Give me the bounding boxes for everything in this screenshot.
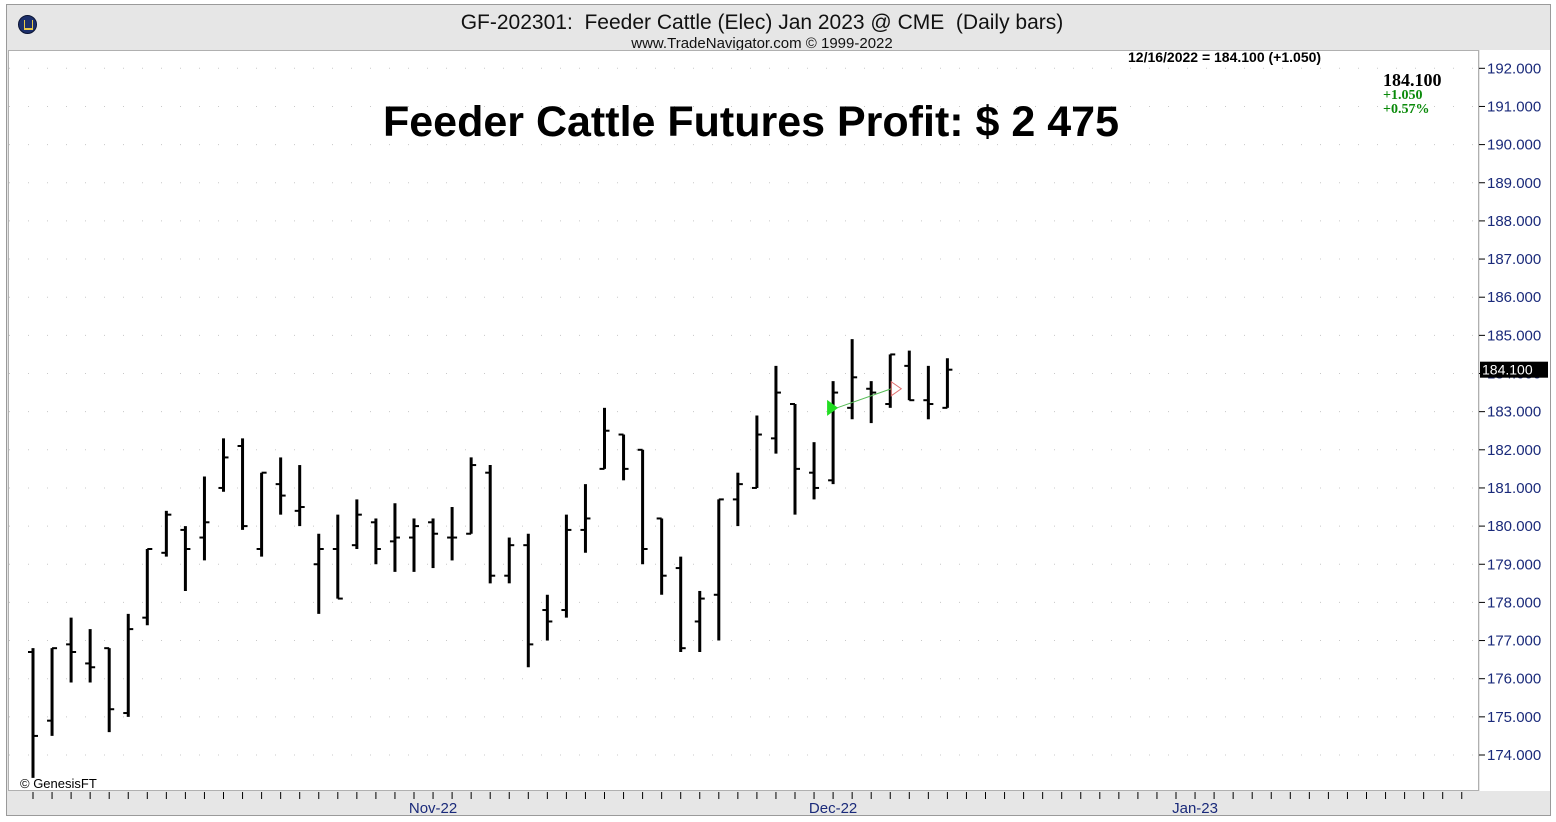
percent-change-label: +0.57% [1383,102,1430,117]
ohlc-bar [409,518,419,572]
ohlc-bar [847,339,858,420]
ohlc-bar [237,438,248,530]
ohlc-bar [866,381,877,424]
y-tick-label: 181.000 [1487,480,1541,497]
ohlc-bar [561,514,572,618]
ohlc-bar [942,358,953,409]
ohlc-bar [370,518,381,565]
y-tick-label: 189.000 [1487,175,1541,192]
ohlc-bar [428,518,439,569]
y-tick-label: 175.000 [1487,709,1541,726]
ohlc-bar [123,613,134,717]
ohlc-bar [313,533,324,614]
ohlc-bar [180,526,191,591]
ohlc-bar [694,590,705,652]
price-axis-panel [1480,50,1550,791]
ohlc-bar [199,476,210,561]
ohlc-bar [675,556,686,652]
ohlc-bar [332,514,343,600]
ohlc-bar [447,507,458,561]
ohlc-bars [28,339,953,778]
copyright-label: © GenesisFT [20,776,97,791]
trade-line [836,388,892,409]
ohlc-bar [85,629,96,683]
ohlc-bar [28,648,38,778]
y-tick-label: 186.000 [1487,289,1541,306]
y-tick-label: 183.000 [1487,404,1541,421]
last-price-tag [1480,361,1548,378]
y-tick-label: 180.000 [1487,518,1541,535]
y-tick-label: 174.000 [1487,747,1541,764]
ohlc-bar [389,503,400,572]
y-tick-label: 187.000 [1487,251,1541,268]
ohlc-bar [713,498,724,641]
x-tick-label: Dec-22 [809,800,857,817]
y-tick-label: 188.000 [1487,213,1541,230]
ohlc-bar [104,647,115,733]
y-tick-label: 185.000 [1487,327,1541,344]
ohlc-bar [751,415,762,489]
y-tick-label: 182.000 [1487,442,1541,459]
x-axis: Nov-22 Dec-22 Jan-23 [32,792,1463,817]
ohlc-bar [809,442,820,500]
ohlc-bar [142,547,153,626]
ohlc-bar [828,381,839,485]
y-tick-label: 177.000 [1487,633,1541,650]
y-axis: 174.000 175.000 176.000 177.000 178.000 179.0… [1479,60,1541,764]
profit-annotation: Feeder Cattle Futures Profit: $ 2 475 [383,98,1119,146]
ohlc-bar [161,510,172,557]
plot-area[interactable] [8,50,1479,791]
ohlc-bar [732,472,743,527]
ohlc-bar [47,647,58,736]
y-tick-label: 179.000 [1487,556,1541,573]
ohlc-bar [637,448,648,565]
chart-title: GF-202301: Feeder Cattle (Elec) Jan 2023… [460,11,1064,34]
ohlc-bar [275,457,286,515]
price-change-label: +1.050 [1383,88,1423,103]
price-readout: 12/16/2022 = 184.100 (+1.050) [1128,49,1322,65]
ohlc-bar [580,484,591,553]
ohlc-bar [294,465,305,527]
x-tick-label: Jan-23 [1172,800,1218,817]
y-tick-label: 176.000 [1487,671,1541,688]
y-tick-label: 190.000 [1487,137,1541,154]
ohlc-bar [218,438,229,492]
ohlc-bar [256,471,267,557]
grid-lines [9,67,1478,756]
ohlc-bar [351,499,362,549]
y-tick-label: 178.000 [1487,594,1541,611]
ohlc-bar [904,350,915,402]
ohlc-bar [66,617,77,683]
ohlc-bar [923,365,934,420]
ohlc-bar [885,353,896,408]
chart-subtitle: www.TradeNavigator.com © 1999-2022 [631,35,893,52]
exit-marker-icon [890,380,903,397]
ohlc-bar [618,433,629,481]
last-price-label: 184.100 [1383,70,1442,90]
trade-navigator-logo-icon [18,15,37,34]
ohlc-bar [523,533,534,668]
ohlc-bar [504,537,515,584]
ohlc-bar [485,465,496,584]
ohlc-bar [466,457,477,535]
last-price-tag-label: 184.100 [1482,362,1533,378]
x-tick-label: Nov-22 [409,800,457,817]
ohlc-bar [656,517,667,595]
ohlc-bar [599,407,610,470]
entry-marker-icon [827,399,839,416]
ohlc-bar [770,365,781,454]
ohlc-bar [790,403,800,515]
y-tick-label: 191.000 [1487,98,1541,115]
y-tick-label: 192.000 [1487,60,1541,77]
ohlc-bar [542,594,553,641]
